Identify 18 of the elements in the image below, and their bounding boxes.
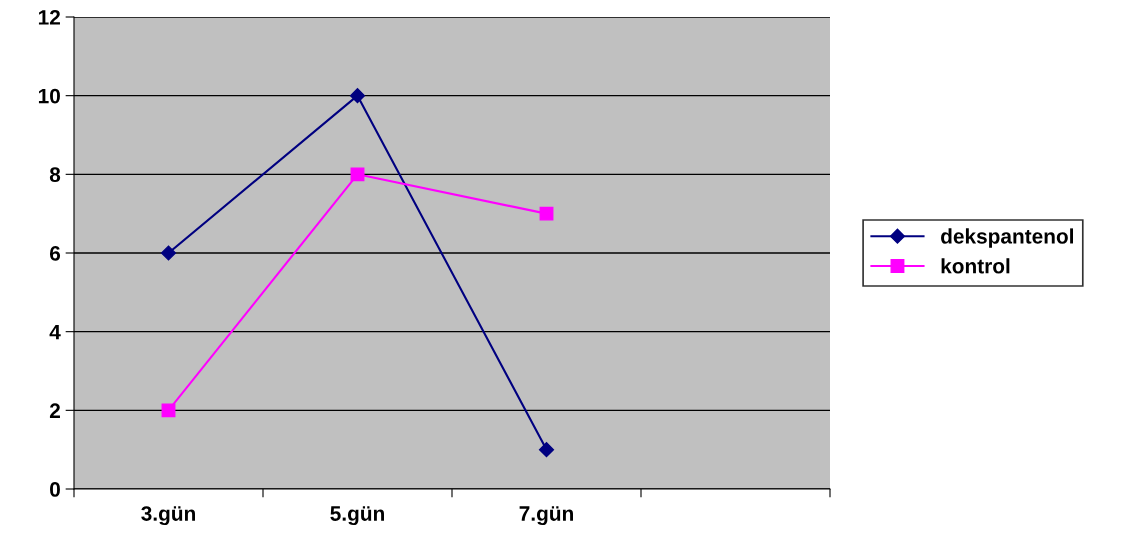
y-tick-label: 6 [49,246,61,261]
legend-label: dekspantenol [941,228,1073,248]
y-tick-label: 2 [49,403,60,418]
point [161,403,176,418]
y-tick-label: 12 [38,10,60,25]
y-tick-label: 4 [49,324,61,340]
x-tick-label: 3.gün [141,506,195,526]
legend-label: kontrol [941,258,1010,274]
point [538,442,555,458]
y-tick-label: 8 [49,167,61,183]
point [350,167,365,182]
point [539,206,554,221]
point [160,245,177,261]
y-tick-label: 0 [50,482,60,497]
x-tick-label: 7.gün [519,506,573,526]
x-tick-label: 5.gün [330,506,384,526]
y-tick-label: 10 [38,88,60,104]
point [349,88,366,104]
